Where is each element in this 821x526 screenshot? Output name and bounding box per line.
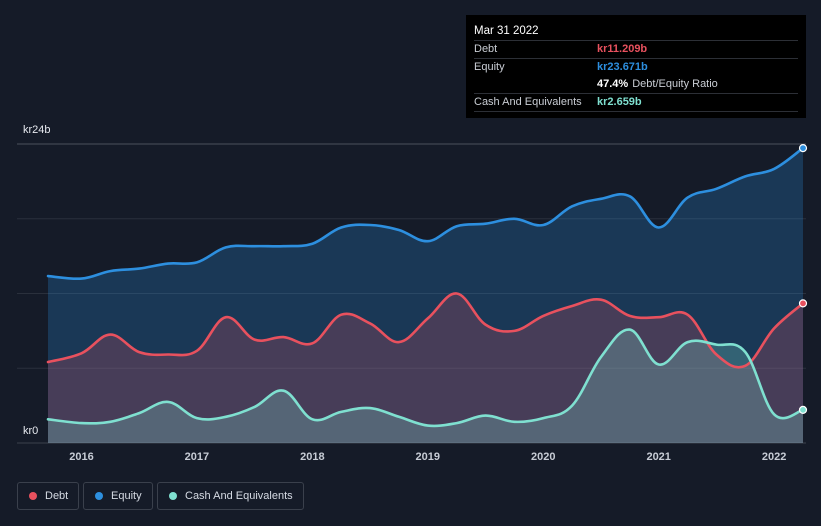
legend-label: Equity xyxy=(111,490,142,502)
tooltip-suffix: Debt/Equity Ratio xyxy=(632,78,718,90)
legend-item-equity[interactable]: Equity xyxy=(83,482,153,510)
series-area-debt xyxy=(48,293,803,443)
series-line-cash-and-equivalents xyxy=(46,328,805,428)
tooltip-row-cash: Cash And Equivalents kr2.659b xyxy=(474,93,798,112)
marker-layer xyxy=(798,143,808,414)
legend-label: Cash And Equivalents xyxy=(185,490,293,502)
data-tooltip: Mar 31 2022 Debt kr11.209b Equity kr23.6… xyxy=(466,15,806,118)
tooltip-value: kr23.671b xyxy=(597,61,648,73)
x-tick-label: 2017 xyxy=(184,451,210,463)
tooltip-label: Debt xyxy=(474,43,498,55)
tooltip-row-debt: Debt kr11.209b xyxy=(474,40,798,58)
area-layer xyxy=(48,148,803,443)
tooltip-value: kr2.659b xyxy=(597,96,642,108)
series-endpoint-cash-and-equivalents xyxy=(798,405,808,414)
legend-item-cash-and-equivalents[interactable]: Cash And Equivalents xyxy=(157,482,304,510)
tooltip-label: Equity xyxy=(474,61,505,73)
x-tick-label: 2020 xyxy=(531,451,556,463)
x-tick-label: 2019 xyxy=(415,451,441,463)
legend-item-debt[interactable]: Debt xyxy=(17,482,80,510)
legend-label: Debt xyxy=(45,490,69,502)
series-area-equity xyxy=(48,148,803,443)
series-line-equity xyxy=(46,146,805,281)
tooltip-label xyxy=(474,76,597,93)
legend-dot-icon xyxy=(169,492,177,500)
x-tick-label: 2021 xyxy=(646,451,671,463)
x-tick-label: 2022 xyxy=(761,451,787,463)
grid-layer xyxy=(17,143,806,444)
x-tick-label: 2018 xyxy=(300,451,325,463)
legend-dot-icon xyxy=(95,492,103,500)
tooltip-row-equity: Equity kr23.671b xyxy=(474,58,798,76)
line-layer xyxy=(46,146,805,428)
tooltip-row-ratio: 47.4% Debt/Equity Ratio xyxy=(474,76,798,93)
series-endpoint-debt xyxy=(798,299,808,308)
y-tick-label-top: kr24b xyxy=(23,124,51,136)
tooltip-date: Mar 31 2022 xyxy=(474,25,539,37)
tooltip-value: 47.4% xyxy=(597,78,629,90)
y-tick-label-bottom: kr0 xyxy=(23,425,39,437)
legend-dot-icon xyxy=(29,492,37,500)
x-tick-label: 2016 xyxy=(69,451,94,463)
tooltip-value: kr11.209b xyxy=(597,43,648,55)
tooltip-label: Cash And Equivalents xyxy=(474,96,582,108)
series-line-debt xyxy=(46,292,805,369)
series-endpoint-equity xyxy=(798,143,808,153)
